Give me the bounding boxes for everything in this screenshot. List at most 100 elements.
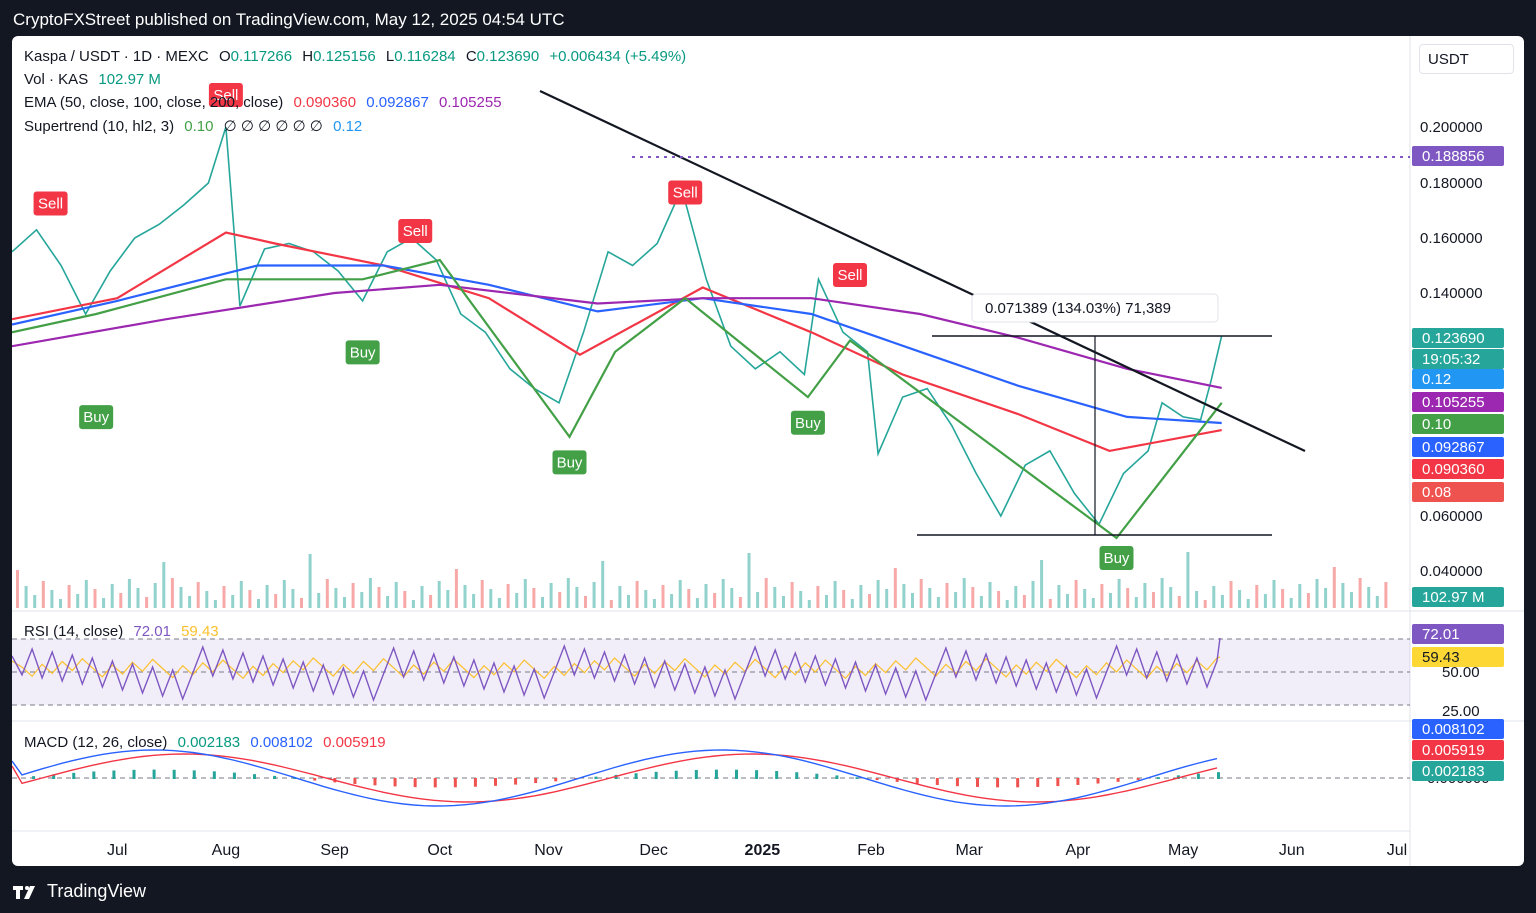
volume-bar — [997, 591, 1001, 608]
volume-bar — [437, 581, 441, 608]
price-badge — [1412, 437, 1504, 457]
volume-bar — [1022, 595, 1026, 608]
volume-bar — [1332, 567, 1336, 608]
volume-bar — [1014, 586, 1018, 608]
price-badge-label: 72.01 — [1422, 626, 1460, 643]
descending-trendline[interactable] — [539, 90, 1306, 452]
volume-bar — [454, 569, 458, 608]
macd-histogram-bar — [232, 772, 236, 779]
price-badge — [1412, 587, 1504, 607]
volume-bar — [33, 595, 37, 608]
volume-bar — [541, 597, 544, 608]
time-tick-label: May — [1168, 842, 1198, 859]
macd-histogram-bar — [1196, 773, 1200, 779]
macd-histogram-bar — [52, 774, 56, 779]
supertrend-label[interactable]: Supertrend (10, hl2, 3) — [24, 118, 175, 135]
volume-bar — [480, 580, 484, 608]
drawings[interactable]: 0.071389 (134.03%) 71,389 — [539, 90, 1410, 536]
currency-unit-button[interactable]: USDT — [1419, 44, 1514, 74]
volume-bar — [979, 596, 983, 608]
macd-histogram-bar — [735, 769, 738, 779]
volume-bar — [16, 570, 19, 608]
sell-signal-label: Sell — [838, 267, 863, 284]
volume-bar — [678, 580, 682, 608]
volume-bar — [876, 580, 880, 608]
price-badge-label: 0.105255 — [1422, 394, 1485, 411]
volume-bar — [170, 578, 174, 608]
volume-bar — [472, 594, 476, 608]
volume-bar — [618, 586, 622, 608]
sell-signal-badge — [668, 180, 703, 205]
tradingview-logo-icon — [13, 885, 35, 899]
volume-bar — [644, 590, 648, 608]
macd-histogram-bar — [313, 778, 317, 781]
macd-label[interactable]: MACD (12, 26, close) — [24, 734, 168, 751]
volume-bar — [627, 595, 630, 608]
macd-histogram-bar — [453, 778, 457, 788]
volume-bar — [1109, 593, 1112, 608]
macd-histogram-bar — [293, 777, 297, 779]
volume-bar — [919, 579, 923, 608]
macd-histogram-bar — [253, 774, 256, 779]
volume-bar — [704, 584, 708, 608]
chart-canvas[interactable]: 0.071389 (134.03%) 71,389 Sell Buy Sell Buy… — [12, 36, 1524, 866]
time-tick-label: Dec — [639, 842, 667, 859]
sell-signal-badge — [208, 83, 243, 107]
volume-label[interactable]: Vol · KAS — [24, 71, 89, 88]
sell-signal-badge — [398, 219, 433, 243]
volume-bar — [1272, 580, 1276, 608]
rsi-tick-label: 50.00 — [1442, 664, 1480, 681]
tradingview-logo[interactable]: TradingView — [13, 881, 146, 902]
symbol-name[interactable]: Kaspa / USDT · 1D · MEXC — [24, 48, 209, 65]
volume-bar — [825, 595, 828, 608]
ema-label[interactable]: EMA (50, close, 100, close, 200, close) — [24, 94, 284, 111]
macd-histogram-bar — [935, 778, 939, 786]
price-tick-label: 0.140000 — [1420, 285, 1483, 302]
macd-histogram-bar — [433, 778, 437, 788]
price-tick-label: 0.200000 — [1420, 119, 1483, 136]
macd-histogram-bar — [1217, 772, 1220, 779]
macd-histogram-bar — [1076, 778, 1080, 785]
price-badge — [1412, 719, 1504, 739]
supertrend-legend[interactable]: Supertrend (10, hl2, 3) 0.10 ∅ ∅ ∅ ∅ ∅ ∅… — [24, 117, 368, 135]
volume-bar — [652, 599, 656, 608]
macd-pane — [12, 749, 1410, 807]
price-badge — [1412, 146, 1504, 166]
volume-bar — [1281, 589, 1285, 608]
ema-legend[interactable]: EMA (50, close, 100, close, 200, close) … — [24, 94, 508, 111]
volume-bar — [257, 599, 260, 608]
volume-bar — [1057, 585, 1061, 608]
symbol-legend[interactable]: Kaspa / USDT · 1D · MEXC O0.117266 H0.12… — [24, 48, 692, 65]
volume-bar — [489, 589, 493, 608]
macd-histogram-bar — [1036, 778, 1040, 787]
volume-legend[interactable]: Vol · KAS 102.97 M — [24, 71, 167, 88]
volume-bar — [515, 593, 519, 608]
volume-bar — [317, 593, 321, 608]
volume-bar — [179, 587, 183, 608]
volume-bar — [325, 579, 329, 608]
rsi-legend[interactable]: RSI (14, close) 72.01 59.43 — [24, 623, 225, 640]
volume-bar — [1177, 596, 1181, 608]
macd-legend[interactable]: MACD (12, 26, close) 0.002183 0.008102 0… — [24, 734, 392, 751]
volume-bar — [799, 591, 803, 608]
volume-bar — [1375, 596, 1379, 608]
macd-histogram-bar — [775, 771, 779, 779]
volume-bar — [833, 581, 837, 608]
rsi-label[interactable]: RSI (14, close) — [24, 623, 124, 640]
macd-histogram-bar — [855, 777, 859, 779]
volume-bar — [635, 581, 639, 608]
volume-bar — [721, 579, 725, 608]
buy-signal-badge — [790, 410, 825, 435]
volume-bar — [102, 598, 106, 608]
chart-panel[interactable]: 0.071389 (134.03%) 71,389 Sell Buy Sell Buy… — [12, 36, 1524, 866]
volume-bar — [343, 597, 346, 608]
volume-bar — [1066, 594, 1069, 608]
time-tick-label: Nov — [534, 842, 562, 859]
volume-bar — [730, 588, 734, 608]
macd-hist-value: 0.002183 — [177, 734, 241, 751]
volume-bar — [1263, 594, 1267, 608]
volume-bar — [403, 591, 407, 608]
measure-label: 0.071389 (134.03%) 71,389 — [985, 300, 1171, 317]
ema100-value: 0.092867 — [366, 94, 429, 111]
supertrend-line — [12, 258, 1223, 540]
